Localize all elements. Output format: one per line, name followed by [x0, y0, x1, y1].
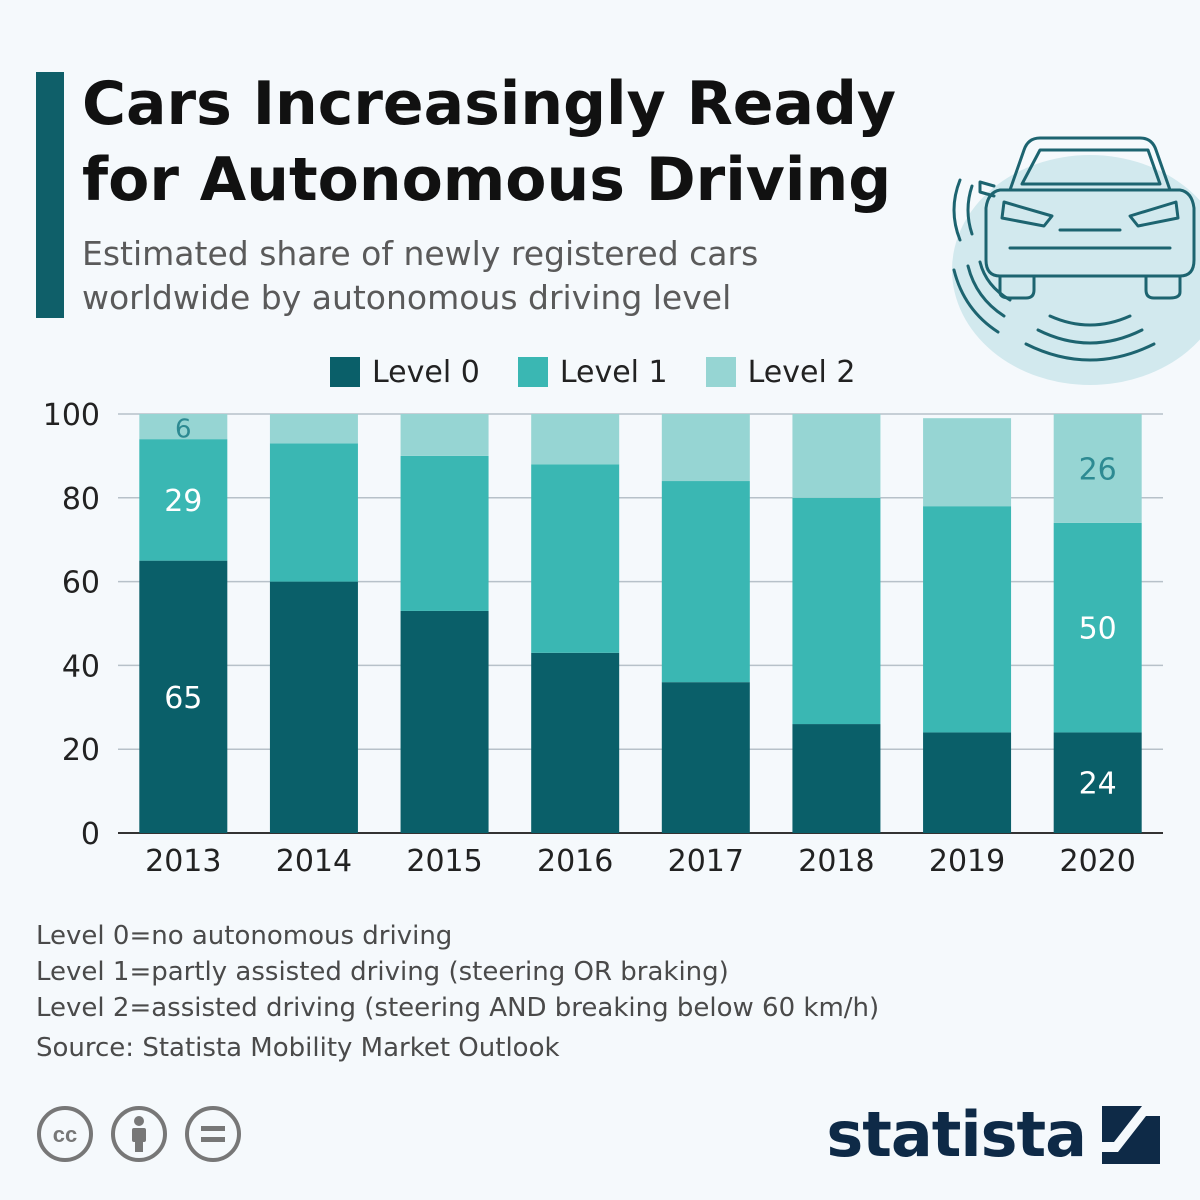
- x-tick-label: 2013: [145, 844, 221, 879]
- bar-2014-level-2: [269, 414, 358, 444]
- stacked-bar-chart: 0 20 40 60 80 100 65 29 6 2013 2014 2015 2016 2017 201…: [43, 398, 1163, 879]
- bar-2019-level-1: [923, 506, 1012, 733]
- car-icon: [952, 136, 1200, 385]
- legend-item-level-1: Level 1: [517, 354, 668, 390]
- x-tick-label: 2018: [798, 844, 874, 879]
- legend-item-level-0: Level 0: [330, 355, 480, 390]
- y-tick-label: 40: [62, 649, 100, 684]
- creative-commons-icon[interactable]: cc: [36, 1105, 94, 1163]
- bar-2020-level-0: [1053, 732, 1142, 833]
- bar-2018-level-0: [792, 724, 881, 833]
- legend-label-level-0: Level 0: [372, 354, 480, 390]
- bar-2014-level-1: [269, 443, 358, 582]
- license-icons: cc: [36, 1105, 242, 1163]
- legend-swatch-level-0: [330, 357, 360, 387]
- statista-logo[interactable]: statista: [826, 1098, 1160, 1171]
- bar-2015-level-0: [400, 610, 489, 833]
- note-level-2: Level 2=assisted driving (steering AND b…: [36, 993, 880, 1023]
- bar-2020-level-1: [1053, 522, 1142, 733]
- y-tick-label: 100: [43, 398, 100, 433]
- note-level-1: Level 1=partly assisted driving (steerin…: [36, 957, 729, 987]
- no-derivatives-icon[interactable]: [184, 1105, 242, 1163]
- x-tick-label: 2014: [276, 844, 352, 879]
- data-label: 24: [1079, 767, 1117, 802]
- data-label: 29: [164, 484, 202, 519]
- x-tick-label: 2020: [1060, 844, 1136, 879]
- bar-2016-level-2: [531, 414, 620, 465]
- bar-2018-level-2: [792, 414, 881, 498]
- x-tick-label: 2019: [929, 844, 1005, 879]
- bar-2013-level-0: [139, 560, 228, 833]
- bar-2015-level-1: [400, 455, 489, 611]
- bar-2014-level-0: [269, 581, 358, 833]
- y-tick-label: 60: [62, 566, 100, 601]
- legend-item-level-2: Level 2: [705, 354, 856, 390]
- data-label: 26: [1079, 452, 1117, 487]
- y-tick-label: 80: [62, 482, 100, 517]
- legend-swatch-level-2: [705, 357, 736, 387]
- chart-notes: Level 0=no autonomous driving Level 1=pa…: [36, 918, 879, 1066]
- data-label: 6: [175, 415, 192, 445]
- accent-bar: [36, 72, 64, 318]
- bar-2019-level-2: [923, 418, 1012, 507]
- y-tick-label: 20: [62, 733, 100, 768]
- bar-2018-level-1: [792, 497, 881, 725]
- chart-subtitle: Estimated share of newly registered cars…: [82, 234, 759, 317]
- source-text: Source: Statista Mobility Market Outlook: [36, 1033, 560, 1063]
- bar-2020-level-2: [1053, 414, 1142, 523]
- data-label: 50: [1079, 612, 1117, 647]
- note-level-0: Level 0=no autonomous driving: [36, 921, 453, 951]
- bar-2013-level-1: [139, 439, 228, 561]
- svg-text:cc: cc: [53, 1122, 77, 1147]
- attribution-icon[interactable]: [110, 1105, 168, 1163]
- bar-2017-level-0: [661, 682, 750, 833]
- x-tick-label: 2017: [668, 844, 744, 879]
- bar-2017-level-1: [661, 481, 750, 683]
- bar-2015-level-2: [400, 414, 489, 456]
- statista-mark-icon: [1102, 1105, 1160, 1164]
- bar-2016-level-1: [531, 464, 620, 653]
- bar-2016-level-0: [531, 652, 620, 833]
- bar-2013-level-2: [139, 414, 228, 440]
- y-tick-label: 0: [81, 817, 100, 852]
- data-label: 65: [164, 681, 202, 716]
- chart-title: Cars Increasingly Ready for Autonomous D…: [82, 69, 897, 215]
- x-tick-label: 2015: [406, 844, 482, 879]
- legend-label-level-2: Level 2: [747, 354, 856, 390]
- legend: Level 0 Level 1 Level 2: [330, 350, 855, 394]
- legend-swatch-level-1: [517, 357, 548, 387]
- legend-label-level-1: Level 1: [559, 354, 668, 390]
- bar-2019-level-0: [923, 732, 1012, 833]
- brand-name: statista: [826, 1098, 1087, 1171]
- x-tick-label: 2016: [537, 844, 613, 879]
- bar-2017-level-2: [661, 414, 750, 482]
